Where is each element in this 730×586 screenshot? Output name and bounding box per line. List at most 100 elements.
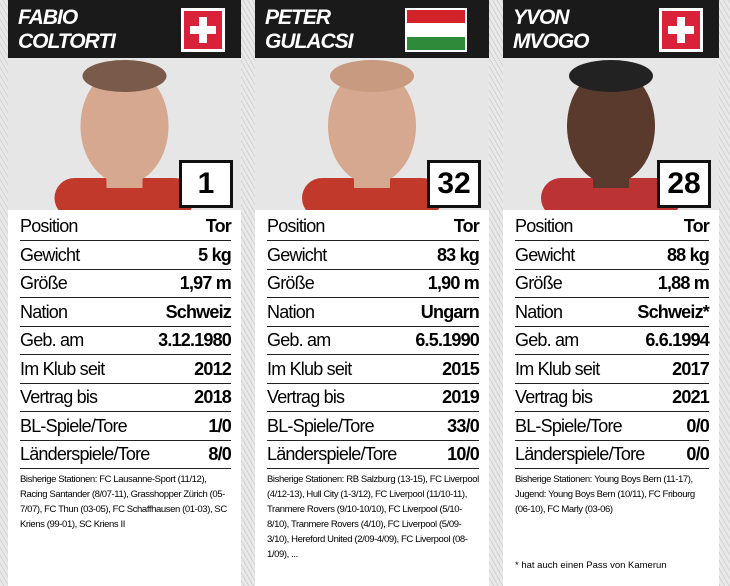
stat-value: 1,90 m	[427, 273, 480, 293]
card-header: YVON MVOGO	[503, 0, 719, 58]
player-card: YVON MVOGO 28 Position Tor Gewicht 88 kg Größe…	[503, 0, 719, 586]
career-stations: Bisherige Stationen: RB Salzburg (13-15)…	[267, 474, 479, 560]
stat-label: Gewicht	[20, 244, 80, 265]
stat-value: 2015	[442, 358, 480, 379]
stat-value: 0/0	[686, 444, 709, 464]
stat-value: 2018	[194, 387, 232, 407]
stat-value: 2021	[672, 387, 710, 407]
stat-row: Gewicht 83 kg	[267, 241, 480, 270]
flag-box	[405, 8, 467, 57]
stat-row: BL-Spiele/Tore 33/0	[267, 412, 480, 441]
jersey-number: 32	[427, 160, 481, 208]
stat-row: Größe 1,88 m	[515, 269, 710, 298]
stat-row: Länderspiele/Tore 0/0	[515, 440, 710, 469]
stat-value: Schweiz	[165, 301, 232, 322]
stat-value: Ungarn	[420, 301, 480, 322]
stat-label: Größe	[267, 273, 315, 293]
stat-value: 0/0	[686, 415, 709, 436]
stat-row: Position Tor	[515, 212, 710, 241]
player-card: FABIO COLTORTI 1 Position Tor Gewicht 5 kg Grö…	[8, 0, 241, 586]
flag	[405, 8, 467, 52]
portrait	[302, 60, 442, 218]
stat-row: Vertrag bis 2018	[20, 383, 232, 412]
stat-row: Vertrag bis 2021	[515, 383, 710, 412]
stat-value: 8/0	[208, 444, 231, 464]
stat-row: Gewicht 88 kg	[515, 241, 710, 270]
stat-value: Tor	[453, 216, 480, 236]
stat-label: Nation	[515, 301, 563, 322]
stat-value: 10/0	[447, 444, 480, 464]
stat-label: Im Klub seit	[267, 358, 352, 379]
stat-label: Vertrag bis	[267, 387, 345, 407]
stat-row: Vertrag bis 2019	[267, 383, 480, 412]
stat-row: BL-Spiele/Tore 0/0	[515, 412, 710, 441]
stat-label: Position	[515, 216, 573, 236]
stat-value: 6.5.1990	[415, 330, 479, 350]
stat-value: Tor	[683, 216, 710, 236]
stat-value: 33/0	[447, 415, 480, 436]
stat-row: Länderspiele/Tore 10/0	[267, 440, 480, 469]
stat-label: Geb. am	[20, 330, 84, 350]
stat-label: BL-Spiele/Tore	[515, 415, 623, 436]
stat-label: Gewicht	[267, 244, 327, 265]
stat-row: Nation Schweiz*	[515, 298, 710, 327]
stat-row: Nation Ungarn	[267, 298, 480, 327]
stat-label: Nation	[20, 301, 68, 322]
stat-row: Position Tor	[267, 212, 480, 241]
stat-row: Im Klub seit 2012	[20, 355, 232, 384]
stat-row: Nation Schweiz	[20, 298, 232, 327]
career-stations: Bisherige Stationen: FC Lausanne-Sport (…	[20, 474, 227, 530]
stat-label: Vertrag bis	[20, 387, 98, 407]
stat-value: 1,88 m	[657, 273, 710, 293]
footnote: * hat auch einen Pass von Kamerun	[515, 560, 667, 571]
stat-value: 3.12.1980	[158, 330, 232, 350]
card-header: FABIO COLTORTI	[8, 0, 241, 58]
stat-value: 83 kg	[436, 244, 480, 265]
last-name: MVOGO	[513, 30, 590, 53]
card-header: PETER GULACSI	[255, 0, 489, 58]
flag-box	[181, 8, 225, 57]
stat-label: BL-Spiele/Tore	[267, 415, 375, 436]
stat-row: Geb. am 6.5.1990	[267, 326, 480, 355]
first-name: YVON	[513, 6, 570, 29]
portrait	[541, 60, 681, 218]
stat-label: Vertrag bis	[515, 387, 593, 407]
stat-label: Im Klub seit	[20, 358, 105, 379]
stat-row: Im Klub seit 2015	[267, 355, 480, 384]
photo	[503, 58, 719, 218]
stat-label: BL-Spiele/Tore	[20, 415, 128, 436]
first-name: PETER	[265, 6, 331, 29]
first-name: FABIO	[18, 6, 78, 29]
stat-label: Nation	[267, 301, 315, 322]
player-card: PETER GULACSI 32 Position Tor Gewicht 83 kg Gr…	[255, 0, 489, 586]
stat-label: Geb. am	[515, 330, 579, 350]
jersey-number: 28	[657, 160, 711, 208]
stat-row: Geb. am 3.12.1980	[20, 326, 232, 355]
stat-label: Größe	[515, 273, 563, 293]
stat-label: Länderspiele/Tore	[267, 444, 397, 464]
stat-row: Größe 1,90 m	[267, 269, 480, 298]
stat-value: 2017	[672, 358, 710, 379]
jersey-number: 1	[179, 160, 233, 208]
stat-value: 2019	[442, 387, 480, 407]
stat-value: 5 kg	[198, 244, 232, 265]
flag-box	[659, 8, 703, 57]
stat-row: BL-Spiele/Tore 1/0	[20, 412, 232, 441]
stat-label: Position	[20, 216, 78, 236]
stat-value: 2012	[194, 358, 232, 379]
stat-label: Länderspiele/Tore	[20, 444, 150, 464]
stat-label: Im Klub seit	[515, 358, 600, 379]
last-name: GULACSI	[265, 30, 353, 53]
portrait	[54, 60, 195, 218]
career-stations: Bisherige Stationen: Young Boys Bern (11…	[515, 474, 695, 515]
flag	[659, 8, 703, 52]
stat-row: Gewicht 5 kg	[20, 241, 232, 270]
stat-value: 88 kg	[666, 244, 710, 265]
stat-value: 1/0	[208, 415, 231, 436]
stat-value: 6.6.1994	[645, 330, 709, 350]
stat-row: Größe 1,97 m	[20, 269, 232, 298]
stat-row: Länderspiele/Tore 8/0	[20, 440, 232, 469]
stat-row: Position Tor	[20, 212, 232, 241]
stat-row: Geb. am 6.6.1994	[515, 326, 710, 355]
